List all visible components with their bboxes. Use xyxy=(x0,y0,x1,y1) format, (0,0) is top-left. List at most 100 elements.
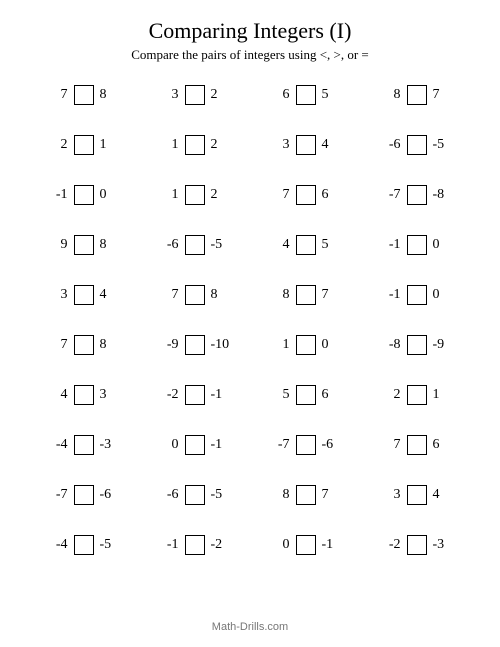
left-integer: 4 xyxy=(48,387,68,403)
left-integer: 3 xyxy=(270,137,290,153)
problem-cell: 43 xyxy=(28,385,139,405)
answer-box[interactable] xyxy=(296,185,316,205)
answer-box[interactable] xyxy=(185,335,205,355)
problem-cell: 78 xyxy=(28,335,139,355)
answer-box[interactable] xyxy=(407,385,427,405)
answer-box[interactable] xyxy=(407,135,427,155)
problem-cell: 34 xyxy=(361,485,472,505)
answer-box[interactable] xyxy=(296,485,316,505)
left-integer: 8 xyxy=(270,287,290,303)
problem-cell: -7 -6 xyxy=(250,435,361,455)
right-integer: 0 xyxy=(433,237,453,253)
answer-box[interactable] xyxy=(74,85,94,105)
problem-cell: -4-3 xyxy=(28,435,139,455)
answer-box[interactable] xyxy=(74,435,94,455)
answer-box[interactable] xyxy=(74,185,94,205)
right-integer: 2 xyxy=(211,87,231,103)
left-integer: -4 xyxy=(48,437,68,453)
answer-box[interactable] xyxy=(185,285,205,305)
answer-box[interactable] xyxy=(74,135,94,155)
page-title: Comparing Integers (I) xyxy=(28,18,472,44)
left-integer: 4 xyxy=(270,237,290,253)
right-integer: 4 xyxy=(322,137,342,153)
right-integer: 6 xyxy=(322,387,342,403)
answer-box[interactable] xyxy=(74,535,94,555)
answer-box[interactable] xyxy=(185,485,205,505)
right-integer: -2 xyxy=(211,537,231,553)
problem-cell: -10 xyxy=(361,235,472,255)
answer-box[interactable] xyxy=(296,285,316,305)
left-integer: 8 xyxy=(381,87,401,103)
problem-cell: -6-5 xyxy=(139,235,250,255)
left-integer: 3 xyxy=(48,287,68,303)
problem-cell: -10 xyxy=(28,185,139,205)
answer-box[interactable] xyxy=(407,485,427,505)
left-integer: -9 xyxy=(159,337,179,353)
answer-box[interactable] xyxy=(296,135,316,155)
answer-box[interactable] xyxy=(407,85,427,105)
problem-cell: 87 xyxy=(250,285,361,305)
problem-cell: 21 xyxy=(28,135,139,155)
right-integer: 4 xyxy=(433,487,453,503)
answer-box[interactable] xyxy=(185,535,205,555)
left-integer: -7 xyxy=(48,487,68,503)
left-integer: 0 xyxy=(159,437,179,453)
right-integer: -1 xyxy=(322,537,342,553)
answer-box[interactable] xyxy=(74,285,94,305)
right-integer: -5 xyxy=(100,537,120,553)
answer-box[interactable] xyxy=(407,535,427,555)
answer-box[interactable] xyxy=(185,85,205,105)
answer-box[interactable] xyxy=(407,185,427,205)
answer-box[interactable] xyxy=(185,235,205,255)
answer-box[interactable] xyxy=(407,285,427,305)
answer-box[interactable] xyxy=(407,435,427,455)
left-integer: 3 xyxy=(381,487,401,503)
left-integer: -1 xyxy=(48,187,68,203)
answer-box[interactable] xyxy=(74,385,94,405)
right-integer: -1 xyxy=(211,387,231,403)
page-subtitle: Compare the pairs of integers using <, >… xyxy=(28,47,472,63)
problem-cell: -8-9 xyxy=(361,335,472,355)
right-integer: -6 xyxy=(322,437,342,453)
left-integer: 2 xyxy=(381,387,401,403)
problem-cell: 56 xyxy=(250,385,361,405)
right-integer: 7 xyxy=(322,487,342,503)
problem-cell: -9 -10 xyxy=(139,335,250,355)
right-integer: -5 xyxy=(211,237,231,253)
answer-box[interactable] xyxy=(296,535,316,555)
left-integer: -7 xyxy=(270,437,290,453)
problem-cell: 34 xyxy=(250,135,361,155)
answer-box[interactable] xyxy=(407,335,427,355)
problem-cell: 98 xyxy=(28,235,139,255)
answer-box[interactable] xyxy=(185,435,205,455)
left-integer: -2 xyxy=(159,387,179,403)
answer-box[interactable] xyxy=(296,335,316,355)
answer-box[interactable] xyxy=(296,235,316,255)
problem-cell: 21 xyxy=(361,385,472,405)
answer-box[interactable] xyxy=(185,185,205,205)
problem-cell: 32 xyxy=(139,85,250,105)
problem-cell: -1-2 xyxy=(139,535,250,555)
right-integer: 1 xyxy=(433,387,453,403)
problem-cell: -7-8 xyxy=(361,185,472,205)
right-integer: -1 xyxy=(211,437,231,453)
answer-box[interactable] xyxy=(74,335,94,355)
answer-box[interactable] xyxy=(296,85,316,105)
right-integer: -10 xyxy=(211,337,231,353)
answer-box[interactable] xyxy=(185,385,205,405)
answer-box[interactable] xyxy=(74,485,94,505)
answer-box[interactable] xyxy=(296,435,316,455)
answer-box[interactable] xyxy=(74,235,94,255)
problem-cell: 12 xyxy=(139,185,250,205)
problem-cell: -6-5 xyxy=(139,485,250,505)
answer-box[interactable] xyxy=(296,385,316,405)
right-integer: 2 xyxy=(211,137,231,153)
left-integer: 7 xyxy=(381,437,401,453)
answer-box[interactable] xyxy=(407,235,427,255)
left-integer: 3 xyxy=(159,87,179,103)
left-integer: -4 xyxy=(48,537,68,553)
answer-box[interactable] xyxy=(185,135,205,155)
left-integer: 7 xyxy=(48,337,68,353)
right-integer: -9 xyxy=(433,337,453,353)
left-integer: 0 xyxy=(270,537,290,553)
